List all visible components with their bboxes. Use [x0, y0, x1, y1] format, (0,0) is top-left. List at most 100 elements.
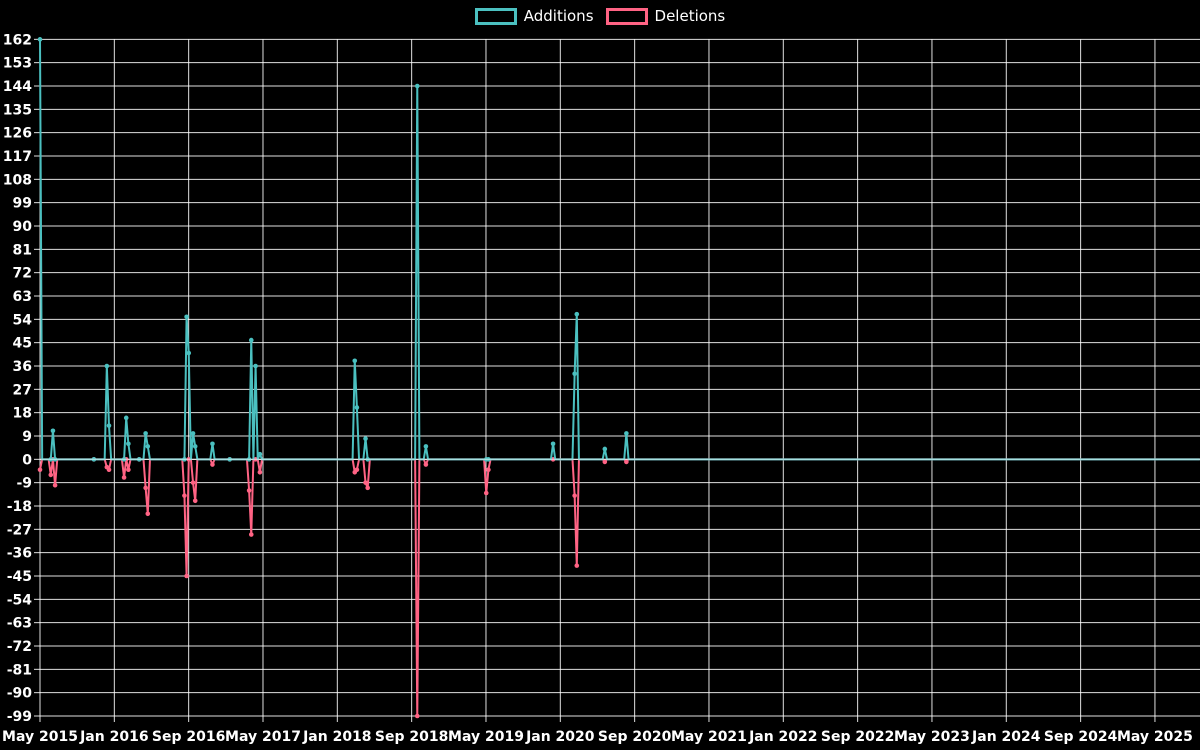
deletions-point: [143, 485, 148, 491]
additions-point: [143, 431, 148, 436]
svg-text:90: 90: [13, 219, 33, 235]
additions-point: [50, 428, 56, 434]
svg-text:-9: -9: [16, 476, 32, 492]
svg-text:72: 72: [13, 266, 32, 282]
deletions-point: [354, 467, 360, 473]
additions-point: [210, 441, 215, 447]
deletions-point: [363, 480, 368, 485]
deletions-point: [423, 462, 429, 467]
svg-text:153: 153: [3, 56, 32, 72]
additions-point: [414, 83, 420, 89]
additions-point: [248, 337, 254, 343]
series-deletions: [37, 457, 1200, 719]
legend-label-deletions: Deletions: [654, 7, 726, 25]
additions-point: [352, 358, 358, 364]
additions-point: [123, 415, 129, 421]
additions-point: [572, 371, 577, 377]
additions-swatch-icon: [474, 7, 517, 25]
legend-label-additions: Additions: [523, 7, 594, 25]
svg-text:45: 45: [13, 336, 32, 352]
svg-text:0: 0: [22, 452, 32, 468]
svg-text:Jan 2024: Jan 2024: [971, 729, 1041, 745]
svg-text:-81: -81: [7, 662, 32, 678]
svg-text:144: 144: [3, 79, 32, 95]
svg-text:36: 36: [13, 359, 32, 375]
deletions-point: [414, 713, 420, 719]
svg-text:-27: -27: [7, 522, 32, 538]
legend-item-deletions[interactable]: Deletions: [605, 7, 726, 25]
svg-text:May 2017: May 2017: [225, 729, 301, 745]
additions-point: [423, 444, 429, 449]
deletions-swatch-icon: [605, 7, 648, 25]
svg-text:81: 81: [13, 242, 32, 258]
svg-text:117: 117: [3, 149, 32, 165]
svg-text:-90: -90: [7, 686, 33, 702]
svg-text:May 2015: May 2015: [2, 729, 78, 745]
svg-text:May 2023: May 2023: [894, 729, 970, 745]
svg-text:54: 54: [13, 312, 33, 328]
deletions-point: [126, 467, 131, 473]
svg-text:Jan 2022: Jan 2022: [748, 729, 817, 745]
deletions-point: [184, 573, 189, 579]
svg-text:Jan 2018: Jan 2018: [302, 729, 371, 745]
legend-item-additions[interactable]: Additions: [474, 7, 594, 25]
deletions-point: [37, 467, 43, 473]
additions-point: [145, 444, 151, 449]
additions-point: [186, 350, 192, 356]
additions-point: [624, 431, 629, 436]
deletions-point: [52, 482, 58, 488]
deletions-point: [192, 498, 198, 504]
deletions-point: [257, 469, 263, 475]
svg-text:-54: -54: [7, 592, 33, 608]
svg-text:Jan 2020: Jan 2020: [525, 729, 595, 745]
additions-point: [363, 436, 368, 441]
svg-text:Jan 2016: Jan 2016: [79, 729, 148, 745]
svg-text:-36: -36: [7, 546, 32, 562]
deletions-point: [574, 563, 580, 568]
svg-text:63: 63: [13, 289, 32, 305]
svg-text:108: 108: [3, 172, 32, 188]
svg-text:27: 27: [13, 382, 32, 398]
svg-text:-63: -63: [7, 616, 32, 632]
svg-text:99: 99: [13, 196, 32, 212]
deletions-point: [190, 480, 196, 485]
svg-text:Sep 2020: Sep 2020: [598, 729, 672, 745]
deletions-point: [182, 493, 187, 498]
svg-text:9: 9: [22, 429, 32, 445]
svg-text:126: 126: [3, 126, 32, 142]
deletions-point: [483, 490, 489, 496]
additions-point: [354, 405, 360, 410]
additions-point: [574, 311, 580, 317]
deletions-point: [210, 462, 215, 467]
deletions-point: [106, 467, 112, 473]
additions-point: [602, 446, 608, 452]
additions-point: [257, 451, 263, 457]
additions-point: [104, 363, 110, 369]
additions-point: [192, 444, 198, 449]
svg-text:Sep 2018: Sep 2018: [375, 729, 448, 745]
deletions-point: [248, 532, 254, 537]
deletions-point: [365, 485, 370, 491]
svg-text:Sep 2022: Sep 2022: [821, 729, 894, 745]
x-axis-labels: May 2015 Jan 2016 Sep 2016 May 2017 Jan 2018…: [2, 729, 1193, 745]
deletions-point: [145, 511, 151, 517]
svg-text:-45: -45: [7, 569, 32, 585]
deletions-point: [48, 472, 54, 478]
svg-text:18: 18: [13, 406, 32, 422]
deletions-point: [486, 467, 491, 473]
svg-text:-18: -18: [7, 499, 32, 515]
deletions-point: [572, 493, 577, 498]
chart-legend: Additions Deletions: [0, 7, 1200, 25]
deletions-point: [602, 459, 608, 465]
deletions-point: [624, 459, 629, 465]
svg-text:-72: -72: [7, 639, 32, 655]
svg-text:162: 162: [3, 32, 32, 48]
svg-text:May 2019: May 2019: [448, 729, 524, 745]
svg-text:Sep 2024: Sep 2024: [1044, 729, 1118, 745]
svg-text:Sep 2016: Sep 2016: [152, 729, 225, 745]
additions-point: [550, 441, 556, 447]
additions-point: [37, 37, 43, 42]
deletions-point: [121, 475, 127, 480]
